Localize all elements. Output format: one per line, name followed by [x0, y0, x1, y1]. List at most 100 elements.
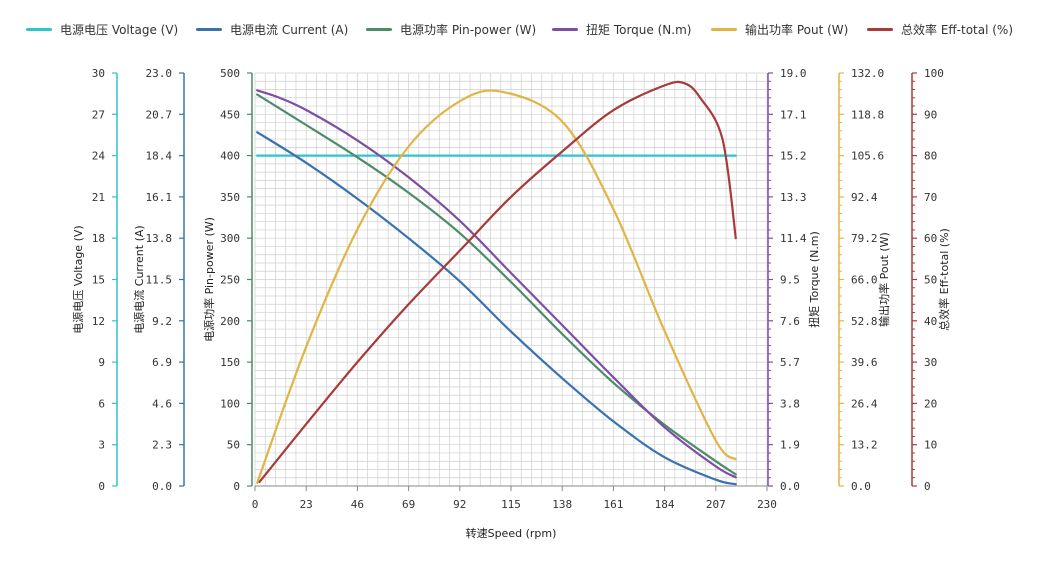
y-tick-label-pout: 92.4	[851, 191, 878, 204]
y-axis-title-voltage: 电源电压 Voltage (V)	[71, 225, 85, 333]
legend-item-eff[interactable]: 总效率 Eff-total (%)	[867, 18, 1013, 40]
grid	[254, 72, 768, 487]
y-tick-label-current: 20.7	[146, 108, 173, 121]
y-tick-label-pout: 39.6	[851, 356, 878, 369]
y-axis-title-current: 电源电流 Current (A)	[132, 225, 146, 333]
y-tick-label-voltage: 6	[98, 397, 105, 410]
y-tick-label-current: 4.6	[152, 397, 172, 410]
x-tick-label: 184	[655, 498, 675, 511]
series-line-pout	[256, 89, 737, 484]
y-tick-label-voltage: 15	[92, 274, 105, 287]
legend-item-pout[interactable]: 输出功率 Pout (W)	[711, 18, 848, 40]
y-tick-label-torque: 7.6	[780, 315, 800, 328]
legend-item-torque[interactable]: 扭矩 Torque (N.m)	[552, 18, 691, 40]
y-axis-title-pout: 输出功率 Pout (W)	[877, 232, 891, 327]
y-tick-label-eff: 40	[924, 315, 937, 328]
y-tick-label-voltage: 18	[92, 232, 105, 245]
legend-label: 电源功率 Pin-power (W)	[400, 22, 537, 37]
y-tick-label-torque: 9.5	[780, 274, 800, 287]
x-tick-label: 115	[501, 498, 521, 511]
y-axis-title-eff: 总效率 Eff-total (%)	[937, 228, 951, 331]
y-tick-label-current: 0.0	[152, 480, 172, 493]
y-tick-label-torque: 19.0	[780, 67, 807, 80]
y-tick-label-current: 13.8	[146, 232, 173, 245]
y-tick-label-voltage: 30	[92, 67, 105, 80]
y-tick-label-pout: 79.2	[851, 232, 878, 245]
legend-swatch	[196, 27, 222, 31]
y-tick-label-torque: 0.0	[780, 480, 800, 493]
legend-label: 电源电压 Voltage (V)	[60, 22, 179, 37]
y-axis-torque: 0.0 1.9 3.8 5.7 7.6 9.5 11.4 13.3 15.2 17.1 19.0 扭矩…	[767, 67, 821, 493]
y-tick-label-eff: 0	[924, 480, 931, 493]
y-tick-label-pin: 100	[220, 397, 240, 410]
y-tick-label-pin: 0	[233, 480, 240, 493]
y-tick-label-torque: 17.1	[780, 108, 807, 121]
series-line-current	[256, 131, 737, 486]
x-tick-label: 207	[706, 498, 726, 511]
y-tick-label-pin: 450	[220, 108, 240, 121]
y-tick-label-voltage: 9	[98, 356, 105, 369]
y-tick-label-eff: 100	[924, 67, 944, 80]
x-tick-label: 0	[252, 498, 259, 511]
legend-label: 扭矩 Torque (N.m)	[586, 22, 692, 37]
series-line-pin	[256, 93, 737, 476]
y-tick-label-pin: 300	[220, 232, 240, 245]
legend-label: 电源电流 Current (A)	[230, 22, 349, 37]
y-tick-label-torque: 5.7	[780, 356, 800, 369]
y-tick-label-current: 18.4	[146, 150, 173, 163]
y-tick-label-current: 16.1	[146, 191, 173, 204]
y-tick-label-pin: 350	[220, 191, 240, 204]
y-tick-label-eff: 70	[924, 191, 937, 204]
y-tick-label-eff: 50	[924, 274, 937, 287]
x-tick-label: 138	[552, 498, 572, 511]
legend-item-voltage[interactable]: 电源电压 Voltage (V)	[26, 18, 178, 40]
series-line-torque	[256, 89, 737, 479]
y-tick-label-voltage: 27	[92, 108, 105, 121]
legend-item-pin[interactable]: 电源功率 Pin-power (W)	[366, 18, 536, 40]
legend-item-current[interactable]: 电源电流 Current (A)	[196, 18, 348, 40]
y-tick-label-eff: 60	[924, 232, 937, 245]
y-tick-label-pout: 132.0	[851, 67, 884, 80]
y-axis-pout: 0.0 13.2 26.4 39.6 52.8 66.0 79.2 92.4 105.6 118.…	[838, 67, 891, 493]
x-axis-title: 转速Speed (rpm)	[466, 526, 557, 540]
y-tick-label-voltage: 3	[98, 439, 105, 452]
x-tick-label: 230	[757, 498, 777, 511]
y-tick-label-eff: 30	[924, 356, 937, 369]
y-tick-label-eff: 90	[924, 108, 937, 121]
y-tick-label-voltage: 24	[92, 150, 106, 163]
y-tick-label-eff: 20	[924, 397, 937, 410]
y-axis-pin: 0 50 100 150 200 250 300 350 400 450 500 电源功率 Pin-p…	[202, 67, 253, 493]
y-tick-label-current: 23.0	[146, 67, 173, 80]
y-tick-label-voltage: 12	[92, 315, 105, 328]
y-tick-label-pin: 150	[220, 356, 240, 369]
y-tick-label-torque: 3.8	[780, 397, 800, 410]
y-tick-label-pin: 250	[220, 274, 240, 287]
y-tick-label-pin: 200	[220, 315, 240, 328]
y-tick-label-torque: 13.3	[780, 191, 807, 204]
y-axis-eff: 0 10 20 30 40 50 60 70 80 90 100 总效率 Eff-total (%)	[911, 67, 951, 493]
legend-swatch	[711, 27, 737, 31]
x-tick-label: 23	[300, 498, 313, 511]
y-tick-label-current: 6.9	[152, 356, 172, 369]
y-tick-label-pout: 118.8	[851, 108, 884, 121]
y-tick-label-eff: 10	[924, 439, 937, 452]
y-tick-label-torque: 15.2	[780, 150, 807, 163]
legend-label: 总效率 Eff-total (%)	[901, 22, 1014, 37]
y-tick-label-pin: 400	[220, 150, 240, 163]
y-tick-label-voltage: 0	[98, 480, 105, 493]
legend: 电源电压 Voltage (V) 电源电流 Current (A) 电源功率 Pin…	[0, 18, 1060, 40]
series-line-eff	[258, 80, 737, 483]
y-tick-label-pin: 50	[227, 439, 240, 452]
y-axis-voltage: 0 3 6 9 12 15 18 21 24 27 30 电源电压 Voltage (V)	[71, 67, 118, 493]
y-tick-label-voltage: 21	[92, 191, 105, 204]
x-tick-label: 46	[351, 498, 364, 511]
y-tick-label-pout: 13.2	[851, 439, 878, 452]
y-tick-label-pin: 500	[220, 67, 240, 80]
y-axis-current: 0.0 2.3 4.6 6.9 9.2 11.5 13.8 16.1 18.4 20.7 23.0 电…	[132, 67, 185, 493]
y-axis-title-pin: 电源功率 Pin-power (W)	[202, 217, 216, 342]
y-tick-label-current: 2.3	[152, 439, 172, 452]
x-axis: 0 23 46 69 92 115 138 161 184 207 230 转速Speed (rpm)	[252, 485, 777, 540]
y-tick-label-current: 9.2	[152, 315, 172, 328]
